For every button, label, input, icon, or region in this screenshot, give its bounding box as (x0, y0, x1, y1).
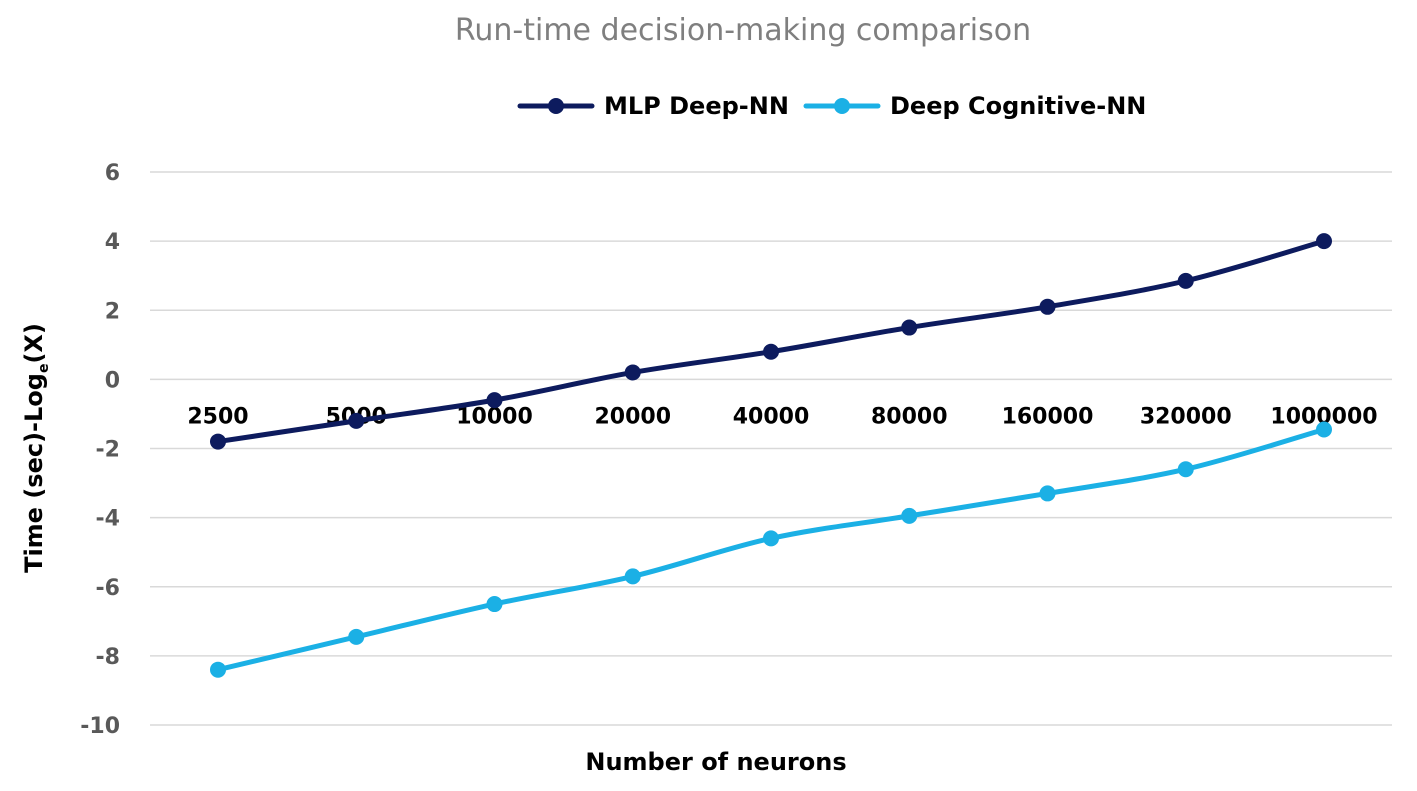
data-point-deep-cognitive-nn-40000 (763, 530, 779, 547)
data-point-deep-cognitive-nn-320000 (1177, 461, 1194, 478)
data-point-mlp-deep-nn-2500 (210, 433, 226, 450)
data-point-mlp-deep-nn-160000 (1039, 298, 1056, 315)
legend-label-mlp-deep-nn: MLP Deep-NN (604, 92, 789, 120)
data-point-mlp-deep-nn-320000 (1177, 272, 1194, 289)
data-point-deep-cognitive-nn-5000 (348, 628, 365, 645)
gridlines (150, 171, 1392, 726)
y-axis-label: Time (sec)-Loge(X) (20, 323, 52, 573)
data-point-mlp-deep-nn-40000 (763, 343, 779, 360)
x-tick-label: 160000 (1002, 404, 1094, 429)
data-point-mlp-deep-nn-20000 (624, 364, 641, 381)
data-point-deep-cognitive-nn-20000 (624, 568, 641, 585)
legend: MLP Deep-NN Deep Cognitive-NN (517, 92, 1146, 120)
data-point-deep-cognitive-nn-1000000 (1316, 421, 1332, 438)
x-axis-ticks: 2500500010000200004000080000160000320000… (187, 404, 1377, 429)
data-point-mlp-deep-nn-80000 (901, 319, 918, 336)
legend-marker-deep-cognitive-nn (834, 98, 850, 114)
y-tick-label: 2 (105, 299, 120, 324)
x-tick-label: 320000 (1140, 404, 1232, 429)
data-point-deep-cognitive-nn-160000 (1039, 485, 1056, 502)
y-axis-label-subscript: e (36, 364, 52, 374)
legend-label-deep-cognitive-nn: Deep Cognitive-NN (890, 92, 1146, 120)
y-tick-label: -6 (96, 576, 120, 601)
y-tick-label: -8 (96, 645, 120, 670)
x-axis-label: Number of neurons (585, 748, 846, 776)
data-point-deep-cognitive-nn-80000 (901, 507, 918, 524)
y-tick-label: -10 (80, 714, 120, 739)
data-point-deep-cognitive-nn-2500 (210, 661, 226, 678)
series-line-deep-cognitive-nn (215, 426, 1327, 673)
y-axis-label-suffix: (X) (20, 323, 48, 363)
data-point-mlp-deep-nn-1000000 (1316, 233, 1332, 250)
data-point-deep-cognitive-nn-10000 (486, 596, 503, 613)
y-axis-ticks: 6 4 2 0 -2 -4 -6 -8 -10 (80, 161, 120, 739)
y-tick-label: 0 (105, 368, 120, 393)
data-point-mlp-deep-nn-5000 (348, 412, 365, 429)
x-tick-label: 20000 (594, 404, 671, 429)
x-tick-label: 80000 (871, 404, 948, 429)
y-tick-label: -2 (96, 438, 120, 463)
legend-marker-mlp-deep-nn (548, 98, 564, 114)
y-tick-label: 4 (105, 230, 120, 255)
x-tick-label: 2500 (187, 404, 248, 429)
y-axis-label-prefix: Time (sec)-Log (20, 373, 48, 573)
x-tick-label: 10000 (456, 404, 533, 429)
series-layer (210, 233, 1332, 678)
data-point-mlp-deep-nn-10000 (486, 392, 503, 409)
x-tick-label: 40000 (733, 404, 810, 429)
y-tick-label: 6 (105, 161, 120, 186)
chart-title: Run-time decision-making comparison (455, 13, 1031, 48)
y-tick-label: -4 (96, 507, 120, 532)
